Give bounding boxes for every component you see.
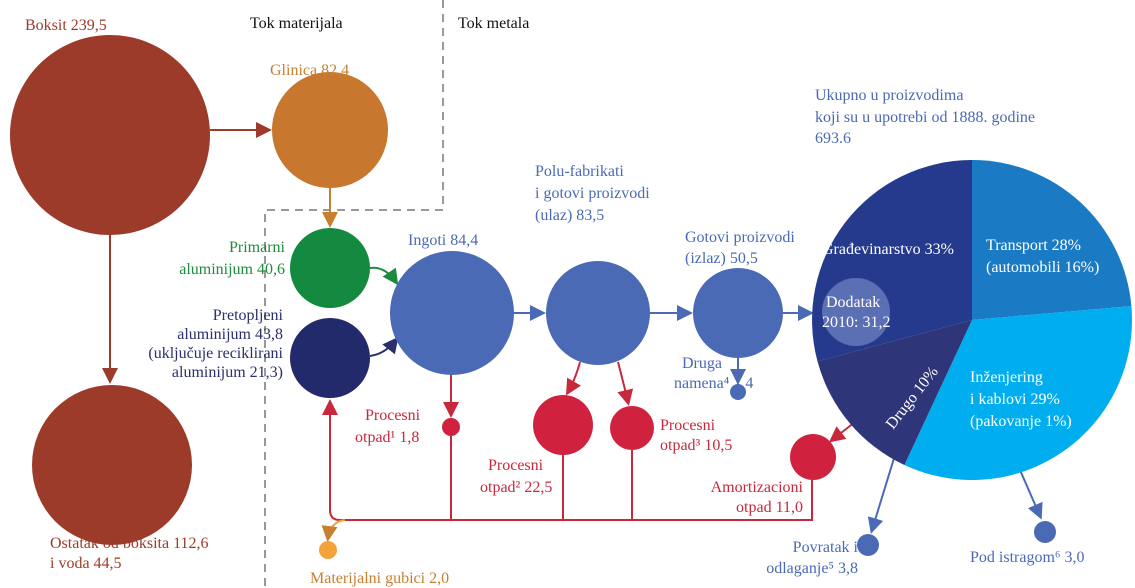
engineering-wedge bbox=[904, 306, 1133, 480]
header: Tok materijala bbox=[250, 15, 343, 32]
label: i kablovi 29% bbox=[970, 391, 1060, 408]
label: i voda 44,5 bbox=[50, 555, 122, 572]
label: Ostatak od boksita 112,6 bbox=[50, 535, 209, 552]
label: 2010: 31,2 bbox=[822, 314, 890, 331]
label: aluminijum 43,8 bbox=[177, 326, 283, 343]
losses-node bbox=[319, 541, 337, 559]
other-use-node bbox=[730, 384, 746, 400]
residue-node bbox=[32, 385, 192, 545]
label: Procesni bbox=[488, 457, 544, 474]
boundary bbox=[264, 0, 444, 588]
label: Dodatak bbox=[826, 294, 880, 311]
scrap2-node bbox=[533, 395, 593, 455]
header: Tok metala bbox=[458, 15, 529, 32]
label: otpad 11,0 bbox=[736, 499, 803, 516]
label: Povratak i bbox=[793, 539, 859, 556]
semi-node bbox=[546, 261, 650, 365]
label: Boksit 239,5 bbox=[25, 17, 107, 34]
label: Amortizacioni bbox=[711, 479, 804, 496]
unknown-node bbox=[1034, 521, 1056, 543]
label: otpad² 22,5 bbox=[480, 479, 552, 496]
scrap1-node bbox=[442, 418, 460, 436]
scrap3-node bbox=[610, 406, 654, 450]
primary-node bbox=[290, 228, 370, 308]
label: Primarni bbox=[229, 239, 286, 256]
label: (uključuje reciklirani bbox=[148, 345, 283, 362]
label: Pretopljeni bbox=[213, 307, 284, 324]
label: namena⁴ 1,4 bbox=[674, 375, 753, 392]
transport-wedge bbox=[972, 160, 1132, 320]
remelted-node bbox=[290, 318, 370, 398]
arrows bbox=[102, 122, 1043, 542]
finished-node bbox=[693, 268, 783, 358]
label: Ukupno u proizvodima bbox=[815, 87, 963, 104]
label: Materijalni gubici 2,0 bbox=[310, 570, 449, 587]
label: Druga bbox=[682, 355, 722, 372]
label: Inženjering bbox=[970, 369, 1043, 386]
label: Procesni bbox=[660, 417, 716, 434]
label: Ingoti 84,4 bbox=[408, 232, 478, 249]
alumina-node bbox=[272, 72, 388, 188]
return-node bbox=[857, 534, 879, 556]
label: (automobili 16%) bbox=[986, 259, 1099, 276]
nodes bbox=[10, 35, 1056, 559]
label: aluminijum 40,6 bbox=[179, 261, 285, 278]
label: koji su u upotrebi od 1888. godine bbox=[815, 109, 1035, 126]
eol-scrap-node bbox=[790, 434, 836, 480]
label: odlaganje⁵ 3,8 bbox=[766, 560, 858, 577]
label: Transport 28% bbox=[986, 237, 1081, 254]
label: (izlaz) 50,5 bbox=[685, 250, 758, 267]
label: otpad³ 10,5 bbox=[660, 437, 732, 454]
label: Gotovi proizvodi bbox=[685, 229, 795, 246]
label: Građevinarstvo 33% bbox=[822, 241, 954, 258]
label: Pod istragom⁶ 3,0 bbox=[970, 549, 1084, 566]
ingots-node bbox=[390, 251, 514, 375]
label: Glinica 82,4 bbox=[270, 62, 349, 79]
bauxite-node bbox=[10, 35, 210, 235]
label: i gotovi proizvodi bbox=[535, 185, 650, 202]
stock-pie bbox=[812, 160, 1133, 480]
label: otpad¹ 1,8 bbox=[355, 429, 419, 446]
addition-circle bbox=[822, 278, 890, 346]
label: (ulaz) 83,5 bbox=[535, 207, 604, 224]
label: Procesni bbox=[365, 407, 421, 424]
label: aluminijum 21,3) bbox=[172, 364, 283, 381]
other-wedge bbox=[817, 320, 972, 465]
label: 693.6 bbox=[815, 130, 851, 147]
label: (pakovanje 1%) bbox=[970, 413, 1072, 430]
label: Polu-fabrikati bbox=[535, 163, 624, 180]
